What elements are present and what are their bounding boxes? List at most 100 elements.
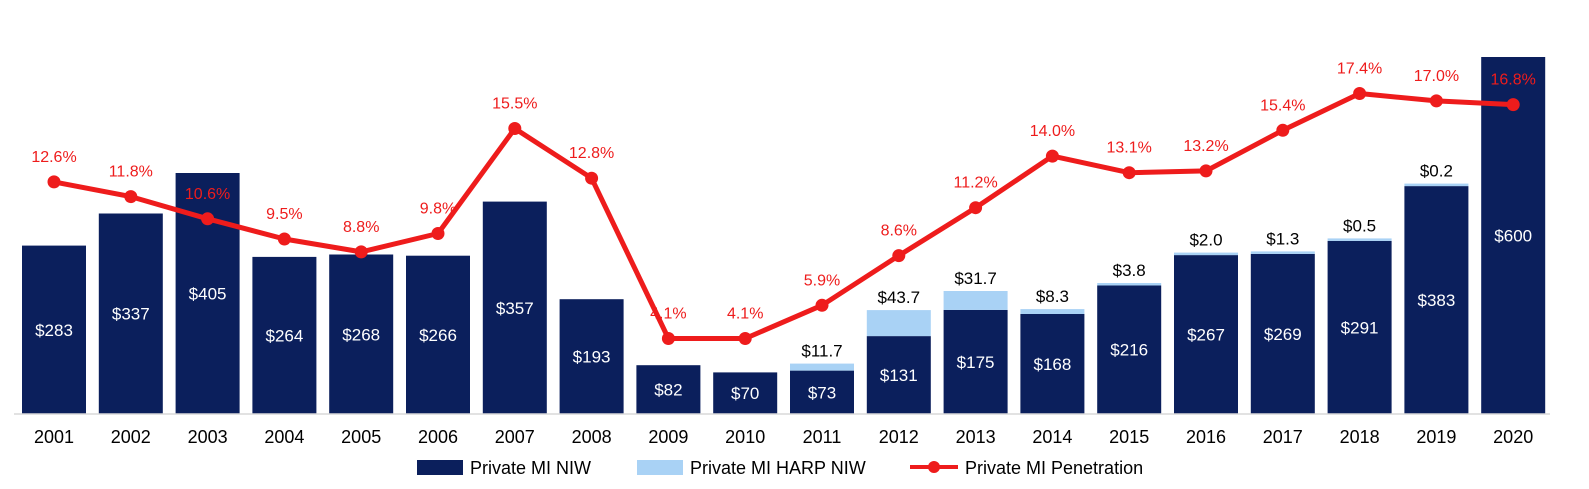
legend-label-harp: Private MI HARP NIW (690, 458, 866, 478)
bar-niw-2007 (482, 201, 547, 414)
bar-harp-2014 (1020, 309, 1085, 314)
bar-niw-2001 (22, 245, 86, 414)
x-tick-2015: 2015 (1109, 427, 1149, 447)
penetration-label-2002: 11.8% (109, 164, 153, 181)
niw-label-2007: $357 (496, 299, 534, 318)
harp-label-2015: $3.8 (1113, 261, 1146, 280)
niw-label-2016: $267 (1187, 326, 1225, 345)
penetration-point-2012 (892, 249, 906, 263)
bar-niw-2012 (866, 336, 931, 414)
bar-niw-2017 (1250, 253, 1315, 414)
niw-label-2011: $73 (808, 383, 836, 402)
niw-label-2009: $82 (654, 381, 682, 400)
bar-harp-2016 (1174, 252, 1238, 256)
x-tick-2018: 2018 (1340, 427, 1380, 447)
harp-label-2013: $31.7 (954, 269, 997, 288)
legend-label-niw: Private MI NIW (470, 458, 591, 478)
x-tick-2007: 2007 (495, 427, 535, 447)
legend: Private MI NIW Private MI HARP NIW Priva… (417, 458, 1143, 478)
bar-niw-2011 (790, 370, 854, 414)
penetration-point-2005 (354, 245, 368, 259)
penetration-point-2002 (124, 190, 138, 204)
penetration-point-2020 (1506, 98, 1520, 112)
penetration-point-2007 (508, 122, 522, 135)
penetration-label-2003: 10.6% (185, 186, 230, 203)
harp-label-2019: $0.2 (1420, 162, 1453, 181)
harp-label-2016: $2.0 (1189, 231, 1222, 250)
niw-label-2015: $216 (1110, 341, 1148, 360)
penetration-point-2009 (661, 332, 675, 345)
penetration-label-2012: 8.6% (881, 223, 917, 240)
x-tick-2019: 2019 (1416, 427, 1456, 447)
niw-label-2012: $131 (880, 366, 918, 385)
x-tick-2017: 2017 (1263, 427, 1303, 447)
bar-niw-2015 (1097, 285, 1162, 414)
niw-label-2020: $600 (1494, 227, 1532, 246)
x-tick-2003: 2003 (188, 427, 228, 447)
penetration-label-2015: 13.1% (1107, 140, 1152, 157)
penetration-label-2010: 4.1% (727, 306, 763, 323)
penetration-label-2018: 17.4% (1337, 61, 1382, 78)
penetration-label-2009: 4.1% (650, 306, 686, 323)
penetration-point-2018 (1353, 87, 1367, 100)
penetration-point-2004 (277, 232, 291, 246)
penetration-label-2016: 13.2% (1183, 138, 1228, 155)
x-tick-2001: 2001 (34, 427, 74, 447)
bar-niw-2002 (98, 213, 163, 414)
x-tick-2004: 2004 (264, 427, 304, 447)
bar-harp-2013 (943, 291, 1008, 310)
penetration-point-2019 (1429, 94, 1443, 108)
penetration-line (53, 91, 1514, 341)
niw-label-2018: $291 (1341, 318, 1379, 337)
x-tick-2002: 2002 (111, 427, 151, 447)
bar-harp-2011 (790, 363, 854, 371)
penetration-label-2007: 15.5% (492, 96, 537, 113)
x-tick-2011: 2011 (803, 427, 842, 447)
penetration-point-2008 (585, 171, 599, 185)
penetration-point-2017 (1276, 123, 1290, 137)
legend-label-penetration: Private MI Penetration (965, 458, 1143, 478)
bar-niw-2019 (1404, 186, 1469, 414)
x-tick-labels-group: 2001 2002 2003 2004 2005 2006 2007 2008 2009 2010… (34, 427, 1533, 447)
penetration-label-2014: 14.0% (1030, 123, 1075, 140)
harp-label-2017: $1.3 (1266, 229, 1299, 248)
bar-harp-2015 (1097, 283, 1162, 286)
penetration-label-2019: 17.0% (1414, 68, 1459, 85)
x-tick-2012: 2012 (879, 427, 919, 447)
niw-label-2010: $70 (731, 384, 759, 403)
niw-label-2014: $168 (1033, 355, 1071, 374)
x-tick-2020: 2020 (1493, 427, 1533, 447)
niw-label-2004: $264 (265, 327, 303, 346)
bar-niw-2006 (406, 255, 470, 414)
penetration-point-2001 (47, 175, 61, 189)
x-tick-2010: 2010 (725, 427, 765, 447)
penetration-point-2010 (738, 332, 752, 345)
x-tick-2005: 2005 (341, 427, 381, 447)
bars-group (22, 57, 1546, 414)
penetration-label-2011: 5.9% (804, 272, 840, 289)
penetration-label-2017: 15.4% (1260, 97, 1305, 114)
bar-niw-2014 (1020, 314, 1085, 414)
niw-label-2013: $175 (957, 353, 995, 372)
penetration-label-2020: 16.8% (1491, 72, 1536, 89)
penetration-point-2013 (969, 201, 983, 215)
x-tick-2009: 2009 (648, 427, 688, 447)
niw-label-2002: $337 (112, 305, 150, 324)
bar-harp-2018 (1327, 238, 1392, 241)
penetration-point-2016 (1199, 164, 1213, 178)
niw-label-2003: $405 (189, 285, 227, 304)
penetration-point-2015 (1122, 166, 1136, 180)
bar-niw-2004 (252, 256, 317, 414)
niw-label-2019: $383 (1417, 291, 1455, 310)
bar-niw-2013 (943, 309, 1008, 414)
harp-label-2011: $11.7 (801, 342, 842, 361)
penetration-point-2003 (201, 212, 215, 226)
niw-label-2008: $193 (573, 348, 611, 367)
x-tick-2006: 2006 (418, 427, 458, 447)
penetration-label-2004: 9.5% (266, 206, 302, 223)
penetration-label-2008: 12.8% (569, 145, 614, 162)
x-tick-2016: 2016 (1186, 427, 1226, 447)
niw-label-2005: $268 (342, 325, 380, 344)
legend-swatch-harp (637, 460, 683, 475)
legend-marker-penetration (928, 461, 940, 473)
